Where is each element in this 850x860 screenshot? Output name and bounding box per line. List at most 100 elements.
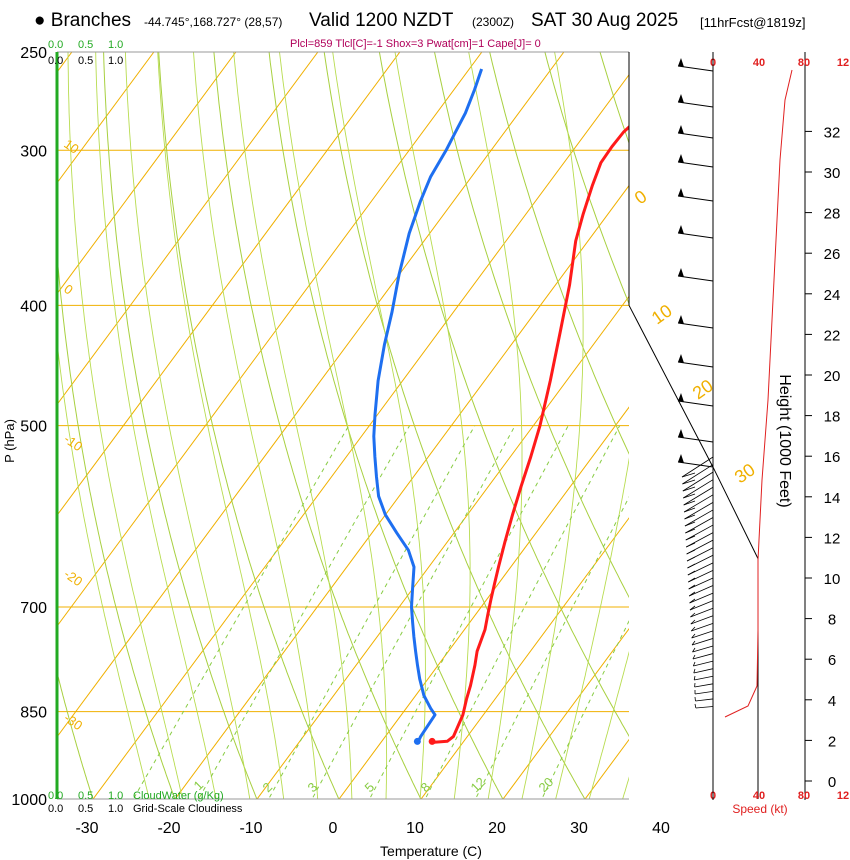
dry-adiabat-label: 10	[61, 136, 81, 157]
moist-adiabat	[394, 52, 471, 799]
wind-barb-flag	[678, 58, 684, 67]
wind-barb-feather	[686, 542, 696, 548]
mixing-ratio-line	[424, 425, 621, 799]
dry-adiabat	[489, 52, 629, 455]
wind-barb-shaft	[691, 622, 714, 632]
wind-barb	[682, 464, 714, 485]
wind-barb-shaft	[682, 471, 714, 492]
moist-adiabat	[332, 52, 426, 799]
height-tick-label: 6	[828, 652, 836, 669]
cloud-top-green-label: 0.5	[78, 39, 93, 51]
height-tick-label: 0	[828, 774, 836, 791]
mixing-ratio-line	[198, 425, 411, 799]
moist-adiabat	[555, 457, 629, 799]
isotherm-line	[256, 295, 629, 799]
wind-barb-shaft	[689, 592, 714, 604]
pressure-tick-label: 1000	[11, 792, 47, 809]
isotherm-line	[338, 406, 629, 799]
temperature-axis-label: Temperature (C)	[380, 843, 482, 859]
wind-barb-shaft	[693, 668, 714, 674]
height-axis-label: Height (1000 Feet)	[776, 374, 793, 507]
height-tick-label: 12	[824, 530, 841, 547]
wind-barb	[692, 660, 714, 667]
station-name: Branches	[50, 10, 132, 31]
wind-barb	[688, 570, 714, 583]
wind-barb-feather	[684, 514, 696, 520]
boundary-line	[628, 305, 759, 799]
pressure-tick-label: 700	[20, 600, 47, 617]
wind-barb	[677, 429, 714, 443]
height-tick-label: 2	[828, 733, 836, 750]
height-tick-label: 26	[824, 246, 841, 263]
wind-barb-shaft	[683, 494, 714, 513]
pressure-tick-label: 850	[20, 705, 47, 722]
height-tick-label: 4	[828, 693, 836, 710]
dry-adiabat-label: -30	[61, 710, 85, 733]
wind-barb-shaft	[689, 600, 714, 611]
wind-barb-feather	[683, 500, 696, 506]
pressure-tick-label: 300	[20, 143, 47, 160]
dry-adiabat	[434, 52, 629, 599]
isotherm-line	[584, 738, 629, 799]
wind-barb	[677, 125, 714, 139]
wind-barb-feather	[690, 619, 696, 625]
mixing-ratio-line	[541, 620, 629, 799]
height-tick-label: 24	[824, 287, 841, 304]
moist-adiabat-label: 30	[731, 459, 759, 487]
wind-barb-feather	[692, 654, 696, 660]
wind-barb-feather	[688, 591, 696, 597]
cloud-bottom-black-label: 1.0	[108, 803, 123, 815]
wind-barb	[684, 502, 714, 520]
wind-barb-feather	[691, 633, 696, 639]
dewpoint-line	[372, 68, 484, 744]
wind-barb-feather	[681, 472, 696, 478]
wind-barb-feather	[693, 668, 696, 674]
wind-barb	[677, 94, 714, 108]
isotherm-line	[647, 52, 850, 826]
cloud-bottom-green-label: 0.0	[48, 790, 63, 802]
wind-barb	[692, 653, 714, 660]
height-tick-label: 18	[824, 409, 841, 426]
mixing-ratio-line	[311, 425, 516, 799]
wind-barb	[677, 225, 714, 239]
wind-barb-feather	[688, 577, 696, 583]
moist-adiabat	[157, 52, 285, 799]
temperature-tick-label: -10	[239, 820, 262, 837]
title-station: ● Branches	[34, 10, 131, 32]
wind-barb-shaft	[690, 615, 714, 625]
moist-adiabat	[67, 52, 184, 799]
wind-barb-shaft	[684, 509, 714, 527]
wind-barb	[684, 509, 714, 527]
moist-adiabat-label: 10	[648, 300, 676, 328]
dry-adiabat	[57, 670, 94, 799]
speed-top-tick-label: 12	[837, 57, 849, 69]
mixing-ratio-line	[369, 425, 569, 799]
wind-barb-flag	[678, 429, 684, 438]
wind-barb-flag	[678, 268, 684, 277]
isotherm-line	[174, 184, 629, 799]
wind-barb-flag	[678, 454, 684, 463]
wind-barb-shaft	[692, 645, 714, 653]
dry-adiabat	[599, 52, 629, 145]
wind-barb-feather	[692, 661, 696, 667]
height-tick-label: 10	[824, 571, 841, 588]
isotherm-line	[420, 517, 629, 799]
wind-barb	[693, 668, 714, 674]
parameters-line: Plcl=859 Tlcl[C]=-1 Shox=3 Pwat[cm]=1 Ca…	[290, 38, 541, 50]
mixing-ratio-label: 5	[362, 779, 378, 795]
wind-barb-shaft	[694, 683, 714, 688]
isotherm-line	[92, 73, 629, 799]
wind-barb-feather	[689, 598, 696, 604]
dry-adiabat-label: -10	[61, 431, 85, 454]
dry-adiabat	[158, 52, 340, 799]
speed-top-tick-label: 40	[753, 57, 765, 69]
wind-barb-feather	[687, 570, 696, 576]
moist-adiabat-label: 0	[631, 186, 651, 208]
height-tick-label: 32	[824, 124, 841, 141]
cloud-top-green-label: 1.0	[108, 39, 123, 51]
plot-area	[57, 52, 850, 826]
moist-adiabat	[233, 52, 353, 799]
wind-barb	[681, 456, 714, 478]
wind-barb-feather	[686, 549, 696, 555]
wind-barb-shaft	[685, 517, 714, 534]
